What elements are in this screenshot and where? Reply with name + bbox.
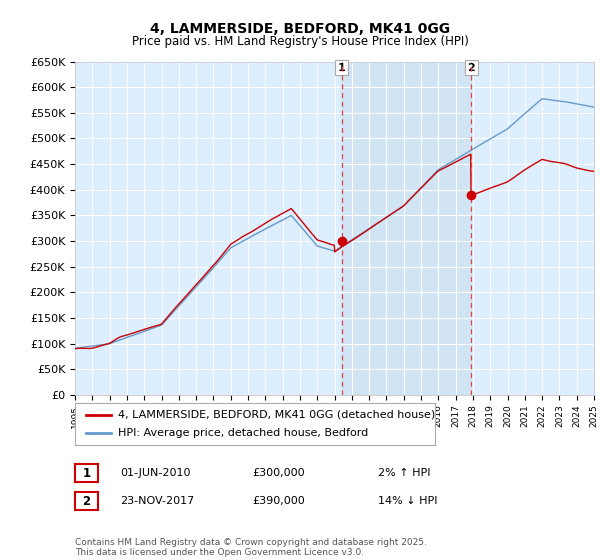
Text: 1: 1 <box>338 63 346 73</box>
Text: 2% ↑ HPI: 2% ↑ HPI <box>378 468 431 478</box>
Text: 01-JUN-2010: 01-JUN-2010 <box>120 468 191 478</box>
Text: £390,000: £390,000 <box>252 496 305 506</box>
Text: 14% ↓ HPI: 14% ↓ HPI <box>378 496 437 506</box>
Text: 4, LAMMERSIDE, BEDFORD, MK41 0GG: 4, LAMMERSIDE, BEDFORD, MK41 0GG <box>150 22 450 36</box>
Text: 2: 2 <box>467 63 475 73</box>
Text: 1: 1 <box>82 466 91 480</box>
Text: 2: 2 <box>82 494 91 508</box>
Bar <box>342 62 471 395</box>
Text: Price paid vs. HM Land Registry's House Price Index (HPI): Price paid vs. HM Land Registry's House … <box>131 35 469 48</box>
Text: HPI: Average price, detached house, Bedford: HPI: Average price, detached house, Bedf… <box>118 428 368 438</box>
Text: Contains HM Land Registry data © Crown copyright and database right 2025.
This d: Contains HM Land Registry data © Crown c… <box>75 538 427 557</box>
Text: 4, LAMMERSIDE, BEDFORD, MK41 0GG (detached house): 4, LAMMERSIDE, BEDFORD, MK41 0GG (detach… <box>118 410 436 420</box>
Text: 23-NOV-2017: 23-NOV-2017 <box>120 496 194 506</box>
Text: £300,000: £300,000 <box>252 468 305 478</box>
